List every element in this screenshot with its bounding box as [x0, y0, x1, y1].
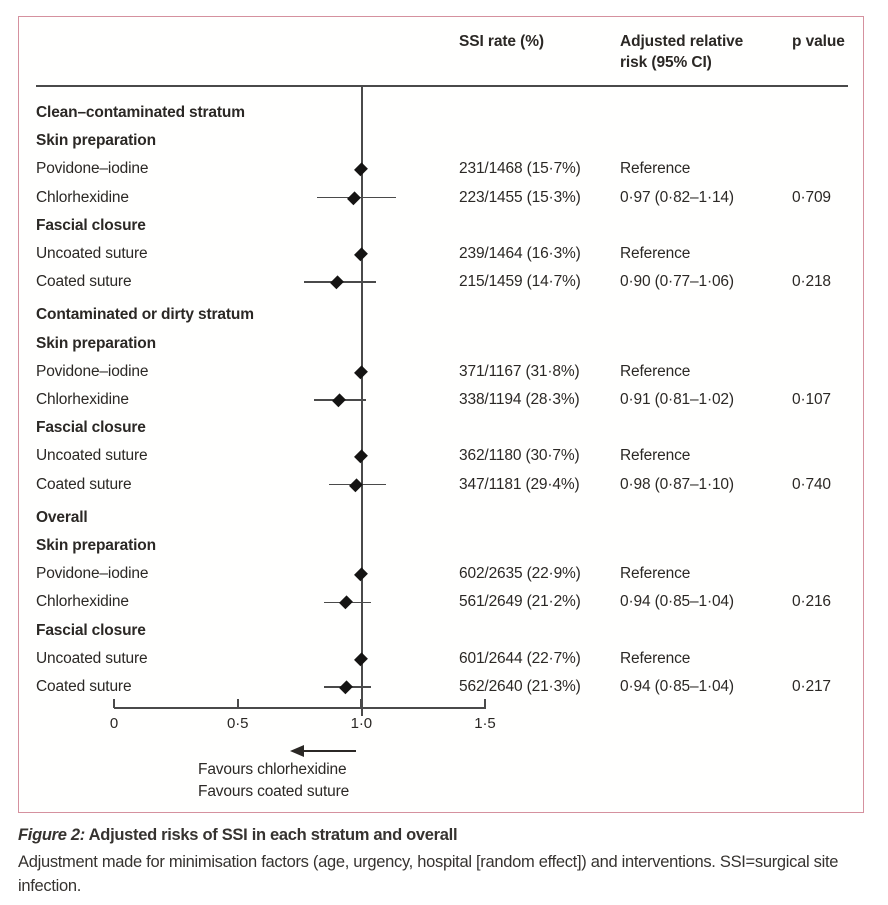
relative-risk-value: Reference — [620, 160, 691, 178]
row-label: Chlorhexidine — [36, 391, 129, 408]
row-label: Povidone–iodine — [36, 565, 149, 583]
caption-title-text: Adjusted risks of SSI in each stratum an… — [88, 826, 458, 844]
p-value: 0·709 — [792, 188, 831, 206]
x-axis — [114, 707, 486, 709]
row-label: Coated suture — [36, 678, 132, 695]
ssi-rate-value: 338/1194 (28·3%) — [459, 391, 580, 408]
axis-tick-label: 1·0 — [350, 715, 372, 732]
row-label: Fascial closure — [36, 621, 146, 639]
row-label: Skin preparation — [36, 132, 156, 150]
axis-tick — [113, 699, 115, 708]
ssi-rate-value: 562/2640 (21·3%) — [459, 678, 581, 695]
row-label: Uncoated suture — [36, 447, 148, 465]
relative-risk-value: 0·91 (0·81–1·02) — [620, 391, 734, 408]
relative-risk-value: 0·90 (0·77–1·06) — [620, 273, 734, 291]
left-arrow-icon — [290, 744, 304, 757]
axis-tick-label: 0·5 — [226, 715, 249, 732]
row-label: Clean–contaminated stratum — [36, 104, 245, 121]
favours-chlorhexidine-label: Favours chlorhexidine — [198, 761, 347, 778]
row-label: Fascial closure — [36, 419, 146, 437]
axis-tick-label: 1·5 — [474, 715, 496, 732]
axis-tick — [236, 699, 239, 708]
ssi-rate-value: 602/2635 (22·9%) — [459, 565, 581, 583]
point-estimate-diamond — [332, 393, 346, 407]
caption-note: Adjustment made for minimisation factors… — [18, 853, 839, 895]
point-estimate-diamond — [329, 275, 344, 289]
row-label: Chlorhexidine — [36, 593, 129, 611]
relative-risk-value: Reference — [620, 649, 691, 667]
ssi-rate-value: 239/1464 (16·3%) — [459, 245, 581, 262]
figure-panel: SSI rate (%) Adjusted relative risk (95%… — [18, 16, 864, 813]
row-label: Chlorhexidine — [36, 188, 129, 206]
ssi-rate-value: 347/1181 (29·4%) — [459, 475, 580, 493]
axis-tick — [360, 699, 363, 708]
relative-risk-value: 0·97 (0·82–1·14) — [620, 188, 734, 206]
caption-title: Figure 2: Adjusted risks of SSI in each … — [18, 826, 874, 845]
p-value: 0·218 — [792, 273, 831, 291]
row-label: Uncoated suture — [36, 245, 148, 262]
header-rule — [36, 85, 848, 87]
row-label: Contaminated or dirty stratum — [36, 306, 254, 324]
p-value: 0·740 — [792, 475, 831, 493]
relative-risk-value: Reference — [620, 565, 691, 583]
ssi-rate-value: 601/2644 (22·7%) — [459, 649, 581, 667]
point-estimate-diamond — [354, 247, 368, 261]
point-estimate-diamond — [339, 680, 354, 694]
row-label: Povidone–iodine — [36, 362, 149, 380]
row-label: Coated suture — [36, 475, 132, 493]
row-label: Fascial closure — [36, 216, 146, 234]
p-value: 0·217 — [792, 678, 831, 695]
row-label: Skin preparation — [36, 334, 156, 352]
axis-tick-label: 0 — [109, 715, 119, 732]
point-estimate-diamond — [354, 365, 368, 379]
relative-risk-value: Reference — [620, 447, 691, 465]
relative-risk-value: Reference — [620, 362, 691, 380]
ssi-rate-value: 223/1455 (15·3%) — [459, 188, 581, 206]
ssi-rate-value: 561/2649 (21·2%) — [459, 593, 581, 611]
point-estimate-diamond — [354, 449, 368, 464]
relative-risk-value: 0·98 (0·87–1·10) — [620, 475, 734, 493]
ssi-rate-value: 371/1167 (31·8%) — [459, 362, 580, 380]
column-header-p-value: p value — [792, 33, 845, 50]
point-estimate-diamond — [347, 190, 361, 205]
point-estimate-diamond — [354, 652, 368, 666]
favours-coated-suture-label: Favours coated suture — [198, 783, 350, 800]
left-arrow-shaft — [302, 750, 356, 753]
ssi-rate-value: 362/1180 (30·7%) — [459, 447, 580, 465]
axis-tick — [484, 699, 486, 708]
point-estimate-diamond — [354, 162, 368, 177]
figure-caption: Figure 2: Adjusted risks of SSI in each … — [18, 826, 874, 898]
point-estimate-diamond — [339, 595, 354, 610]
row-label: Povidone–iodine — [36, 160, 149, 178]
ssi-rate-value: 215/1459 (14·7%) — [459, 273, 581, 291]
figure-number-label: Figure 2: — [18, 826, 85, 844]
reference-line-rr-1 — [360, 87, 363, 716]
column-header-adjusted-relative-risk: Adjusted relative risk (95% CI) — [620, 33, 744, 71]
point-estimate-diamond — [354, 567, 368, 581]
relative-risk-value: 0·94 (0·85–1·04) — [620, 678, 734, 695]
ssi-rate-value: 231/1468 (15·7%) — [459, 160, 581, 178]
p-value: 0·107 — [792, 391, 831, 408]
relative-risk-value: Reference — [620, 245, 691, 262]
row-label: Uncoated suture — [36, 649, 148, 667]
row-label: Skin preparation — [36, 537, 156, 554]
relative-risk-value: 0·94 (0·85–1·04) — [620, 593, 734, 611]
row-label: Overall — [36, 508, 88, 526]
p-value: 0·216 — [792, 593, 831, 611]
row-label: Coated suture — [36, 273, 132, 291]
column-header-ssi-rate: SSI rate (%) — [459, 33, 544, 50]
